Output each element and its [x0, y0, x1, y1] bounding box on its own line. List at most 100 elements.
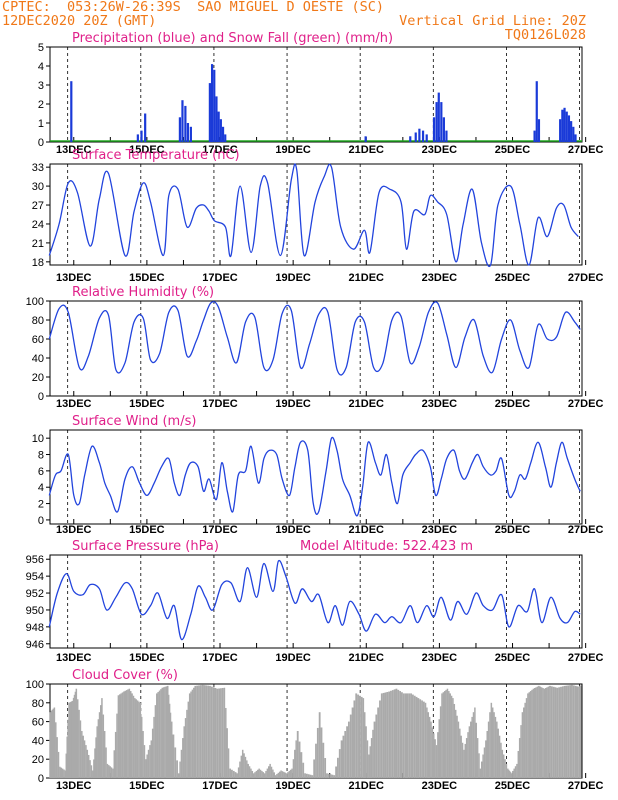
cloud-cover-bar: [69, 702, 71, 778]
header-line2-left: 12DEC2020 20Z (GMT): [2, 13, 157, 29]
cloud-cover-bar: [475, 722, 478, 778]
cloud-cover-bar: [538, 685, 540, 778]
cloud-cover-bar: [498, 735, 501, 778]
cloud-cover-bar: [289, 769, 292, 778]
precip-bar: [421, 130, 425, 142]
cloud-cover-bar: [295, 740, 297, 778]
cloud-cover-bar: [120, 693, 122, 778]
cloud-cover-bar: [404, 693, 407, 778]
precip-bar: [435, 102, 438, 142]
cloud-cover-bar: [83, 740, 86, 778]
cloud-cover-bar: [424, 702, 427, 778]
cloud-cover-bar: [281, 771, 284, 778]
cloud-cover-bar: [220, 688, 222, 778]
cloud-cover-bar: [468, 726, 471, 778]
cloud-cover-bar: [184, 718, 187, 778]
cloud-cover-bar: [230, 769, 233, 778]
cloud-cover-bar: [93, 759, 95, 778]
cloud-cover-bar: [384, 692, 387, 778]
y-tick-label: 60: [32, 717, 44, 729]
cloud-cover-bar: [265, 770, 267, 778]
cloud-cover-bar: [199, 685, 202, 778]
cloud-cover-bar: [116, 713, 118, 778]
cloud-cover-bar: [485, 740, 487, 778]
cloud-cover-bar: [108, 765, 110, 778]
cloud-cover-bar: [255, 770, 258, 778]
panel-frame: [49, 300, 583, 397]
precip-bar: [144, 113, 147, 142]
cloud-cover-bar: [572, 685, 575, 778]
cloud-cover-bar: [358, 695, 361, 778]
x-tick-label: 15DEC: [129, 398, 165, 410]
x-tick-label: 13DEC: [56, 780, 92, 792]
x-tick-label: 15DEC: [129, 780, 165, 792]
cloud-cover-bar: [476, 738, 479, 778]
cloud-cover-bar: [95, 737, 97, 778]
cloud-cover-bar: [142, 731, 144, 778]
cloud-cover-bar: [248, 766, 251, 778]
cloud-cover-bar: [406, 693, 409, 778]
cloud-cover-bar: [388, 691, 391, 778]
cloud-cover-bar: [368, 754, 370, 778]
precip-bar: [140, 130, 143, 142]
cloud-cover-bar: [563, 685, 566, 778]
cloud-cover-bar: [239, 761, 241, 778]
cloud-cover-bar: [532, 688, 535, 778]
cloud-cover-bar: [172, 734, 175, 778]
series-line: [48, 559, 581, 641]
precip-bar: [418, 128, 421, 142]
x-tick-label: 19DEC: [275, 524, 311, 536]
cloud-cover-bar: [360, 696, 363, 778]
x-tick-label: 27DEC: [568, 524, 604, 536]
cloud-cover-bar: [508, 770, 511, 778]
cloud-cover-bar: [223, 687, 226, 778]
y-tick-label: 4: [38, 482, 44, 494]
cloud-cover-bar: [105, 747, 107, 778]
cloud-cover-bar: [554, 687, 557, 778]
cloud-cover-bar: [296, 731, 299, 778]
cloud-cover-bar: [470, 721, 472, 778]
cloud-cover-bar: [362, 698, 365, 778]
precip-bar: [437, 92, 440, 142]
cloud-cover-bar: [266, 768, 269, 778]
cloud-cover-bar: [203, 685, 206, 778]
cloud-cover-bar: [72, 697, 75, 778]
cloud-cover-bar: [377, 707, 380, 778]
precip-bar: [414, 132, 417, 142]
cloud-cover-bar: [304, 773, 306, 778]
y-tick-label: 60: [32, 334, 44, 346]
y-tick-label: 20: [32, 372, 44, 384]
cloud-cover-bar: [421, 700, 423, 778]
cloud-cover-bar: [209, 685, 211, 778]
x-tick-label: 21DEC: [349, 780, 385, 792]
cloud-cover-bar: [218, 688, 221, 778]
cloud-cover-bar: [149, 745, 151, 778]
cloud-cover-bar: [121, 692, 124, 778]
cloud-cover-bar: [277, 772, 280, 778]
cloud-cover-bar: [179, 761, 181, 778]
cloud-cover-bar: [119, 694, 121, 778]
precip-bar: [533, 130, 536, 142]
cloud-cover-bar: [315, 743, 317, 778]
cloud-cover-bar: [50, 711, 52, 778]
cloud-cover-bar: [337, 757, 339, 778]
y-tick-label: 10: [32, 433, 44, 445]
cloud-cover-bar: [401, 692, 403, 778]
cloud-cover-bar: [272, 769, 274, 778]
x-tick-label: 21DEC: [349, 398, 385, 410]
cloud-cover-bar: [170, 721, 173, 778]
cloud-cover-bar: [320, 727, 323, 778]
cloud-cover-bar: [82, 735, 84, 778]
cloud-cover-bar: [259, 769, 262, 778]
cloud-cover-bar: [158, 690, 161, 778]
cloud-cover-bar: [147, 749, 150, 778]
cloud-cover-bar: [61, 768, 64, 778]
cloud-cover-bar: [489, 712, 491, 778]
y-tick-label: 5: [38, 42, 44, 54]
cloud-cover-bar: [430, 721, 432, 778]
precip-bar: [221, 126, 225, 142]
precip-bar: [535, 81, 538, 142]
cloud-cover-bar: [365, 726, 367, 778]
cloud-cover-bar: [428, 716, 431, 778]
cloud-cover-bar: [449, 693, 451, 778]
